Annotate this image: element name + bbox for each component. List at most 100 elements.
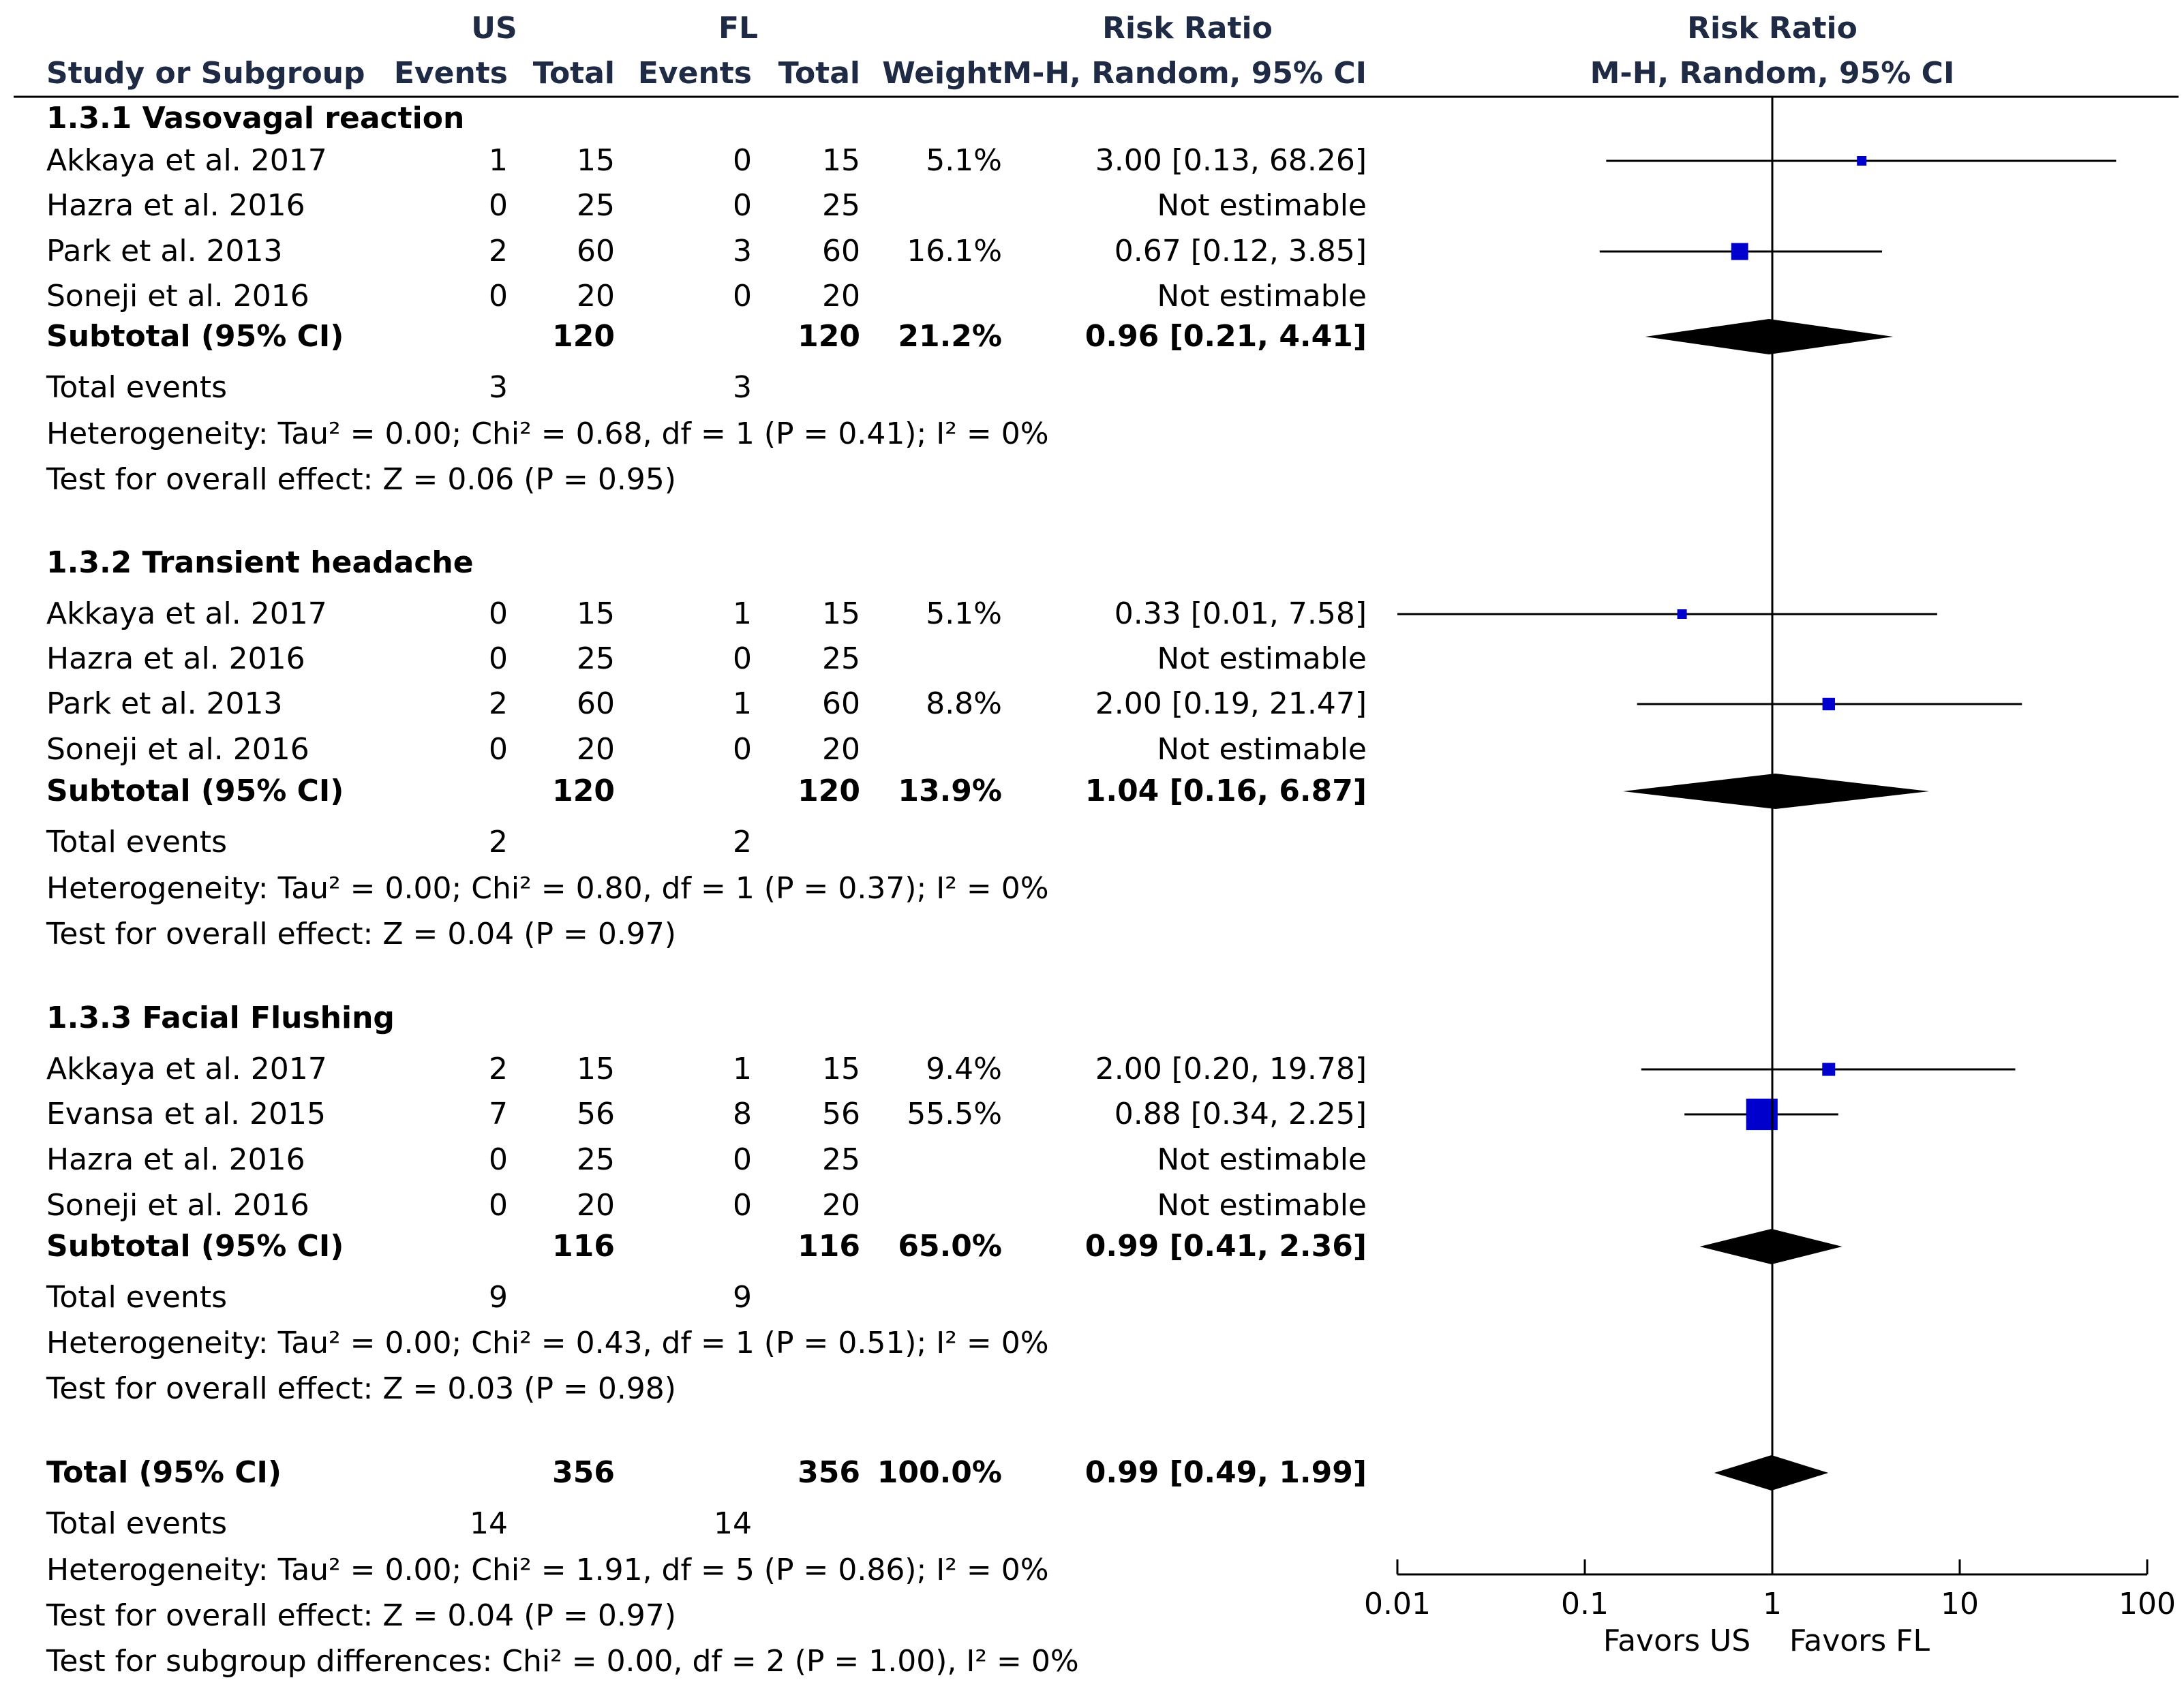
subtotal-row: Subtotal (95% CI) 116 116 65.0% 0.99 [0.41, … xyxy=(46,1229,1367,1264)
rr-method-header: M-H, Random, 95% CI xyxy=(1002,56,1367,91)
x-tick-label: 10 xyxy=(1941,1587,1979,1621)
total-events-group2: 3 xyxy=(733,370,752,405)
study-ci: Not estimable xyxy=(1157,641,1367,676)
group1-events: 0 xyxy=(489,1188,508,1223)
group2-events: 0 xyxy=(733,188,752,223)
group2-events-header: Events xyxy=(638,56,752,91)
heterogeneity-text: Heterogeneity: Tau² = 0.00; Chi² = 0.43,… xyxy=(46,1326,1049,1360)
total-events-label: Total events xyxy=(46,1506,227,1541)
study-name: Akkaya et al. 2017 xyxy=(46,1052,327,1086)
subtotal-group2-total: 120 xyxy=(798,774,860,808)
subtotal-diamond xyxy=(1623,774,1930,809)
study-ci: Not estimable xyxy=(1157,1188,1367,1223)
total-events-group1: 2 xyxy=(489,825,508,859)
subgroup-1: 1.3.1 Vasovagal reaction Akkaya et al. 20… xyxy=(46,101,1367,497)
group1-total: 20 xyxy=(577,1188,615,1223)
group1-events: 0 xyxy=(489,188,508,223)
table-row: Hazra et al. 2016 0 25 0 25 Not estimable xyxy=(46,641,1367,676)
group1-total: 15 xyxy=(577,143,615,178)
study-ci: Not estimable xyxy=(1157,1142,1367,1177)
total-events-group2: 14 xyxy=(714,1506,752,1541)
weight-header: Weight xyxy=(882,56,1002,91)
study-weight: 9.4% xyxy=(926,1052,1002,1086)
study-name: Soneji et al. 2016 xyxy=(46,732,309,767)
subtotal-diamond xyxy=(1645,319,1894,354)
subtotal-row: Subtotal (95% CI) 120 120 21.2% 0.96 [0.21, … xyxy=(46,319,1367,354)
subtotal-ci: 1.04 [0.16, 6.87] xyxy=(1085,774,1367,808)
total-group2: 356 xyxy=(798,1455,860,1490)
table-row: Akkaya et al. 2017 1 15 0 15 5.1% 3.00 [0.13, … xyxy=(46,143,1367,178)
group2-total: 20 xyxy=(822,732,860,767)
study-weight: 5.1% xyxy=(926,143,1002,178)
total-events-group1: 9 xyxy=(489,1280,508,1315)
study-name: Soneji et al. 2016 xyxy=(46,1188,309,1223)
subtotal-ci: 0.96 [0.21, 4.41] xyxy=(1085,319,1367,354)
group1-events: 2 xyxy=(489,234,508,269)
study-name: Hazra et al. 2016 xyxy=(46,1142,305,1177)
group2-events: 0 xyxy=(733,641,752,676)
group1-total: 56 xyxy=(577,1097,615,1131)
subgroup-title: 1.3.1 Vasovagal reaction xyxy=(46,101,464,136)
x-tick-label: 1 xyxy=(1763,1587,1782,1621)
subtotal-group2-total: 120 xyxy=(798,319,860,354)
table-row: Hazra et al. 2016 0 25 0 25 Not estimable xyxy=(46,188,1367,223)
subgroup-title: 1.3.2 Transient headache xyxy=(46,545,474,580)
group1-total: 20 xyxy=(577,279,615,314)
study-ci: 0.88 [0.34, 2.25] xyxy=(1114,1097,1367,1131)
total-events-group1: 14 xyxy=(470,1506,508,1541)
heterogeneity-text: Heterogeneity: Tau² = 0.00; Chi² = 0.68,… xyxy=(46,416,1049,451)
group2-total: 20 xyxy=(822,279,860,314)
heterogeneity-text: Heterogeneity: Tau² = 0.00; Chi² = 1.91,… xyxy=(46,1553,1049,1587)
subtotal-label: Subtotal (95% CI) xyxy=(46,319,344,354)
group2-total: 60 xyxy=(822,234,860,269)
group1-total: 25 xyxy=(577,641,615,676)
group2-total: 25 xyxy=(822,1142,860,1177)
group2-total: 15 xyxy=(822,143,860,178)
total-events-label: Total events xyxy=(46,1280,227,1315)
heterogeneity-text: Heterogeneity: Tau² = 0.00; Chi² = 0.80,… xyxy=(46,871,1049,906)
study-name: Hazra et al. 2016 xyxy=(46,641,305,676)
group1-events: 2 xyxy=(489,1052,508,1086)
favors-right-label: Favors FL xyxy=(1789,1623,1930,1658)
group2-events: 1 xyxy=(733,1052,752,1086)
study-weight: 55.5% xyxy=(907,1097,1002,1131)
group1-total: 60 xyxy=(577,234,615,269)
study-name: Akkaya et al. 2017 xyxy=(46,596,327,631)
group1-total: 15 xyxy=(577,596,615,631)
group1-events: 0 xyxy=(489,1142,508,1177)
x-tick-label: 100 xyxy=(2119,1587,2176,1621)
group1-events: 0 xyxy=(489,279,508,314)
subtotal-weight: 21.2% xyxy=(898,319,1002,354)
group1-events: 0 xyxy=(489,732,508,767)
overall-effect-text: Test for overall effect: Z = 0.04 (P = 0… xyxy=(46,1598,676,1633)
total-events-group1: 3 xyxy=(489,370,508,405)
table-row: Soneji et al. 2016 0 20 0 20 Not estimable xyxy=(46,732,1367,767)
total-weight: 100.0% xyxy=(877,1455,1002,1490)
study-name: Evansa et al. 2015 xyxy=(46,1097,326,1131)
rr-column-title: Risk Ratio xyxy=(1102,11,1273,46)
total-group1: 356 xyxy=(552,1455,615,1490)
subgroup-differences-text: Test for subgroup differences: Chi² = 0.… xyxy=(46,1644,1079,1679)
table-rows: 1.3.1 Vasovagal reaction Akkaya et al. 20… xyxy=(46,101,1367,1679)
study-ci: 2.00 [0.20, 19.78] xyxy=(1095,1052,1367,1086)
total-diamond xyxy=(1714,1455,1829,1491)
x-tick-label: 0.1 xyxy=(1561,1587,1609,1621)
overall-effect-text: Test for overall effect: Z = 0.04 (P = 0… xyxy=(46,917,676,951)
study-ci: Not estimable xyxy=(1157,732,1367,767)
table-row: Akkaya et al. 2017 0 15 1 15 5.1% 0.33 [0.01, … xyxy=(46,596,1367,631)
total-label: Total (95% CI) xyxy=(46,1455,282,1490)
study-ci: Not estimable xyxy=(1157,188,1367,223)
study-ci: 2.00 [0.19, 21.47] xyxy=(1095,686,1367,721)
study-column-header: Study or Subgroup xyxy=(46,56,365,91)
total-events-row: Total events 3 3 xyxy=(46,370,752,405)
study-ci: 0.33 [0.01, 7.58] xyxy=(1114,596,1367,631)
table-row: Evansa et al. 2015 7 56 8 56 55.5% 0.88 [0.34,… xyxy=(46,1097,1367,1131)
table-row: Soneji et al. 2016 0 20 0 20 Not estimable xyxy=(46,279,1367,314)
group1-events: 2 xyxy=(489,686,508,721)
effect-square xyxy=(1822,697,1835,711)
study-weight: 8.8% xyxy=(926,686,1002,721)
subtotal-group1-total: 116 xyxy=(552,1229,615,1264)
study-ci: Not estimable xyxy=(1157,279,1367,314)
subtotal-row: Subtotal (95% CI) 120 120 13.9% 1.04 [0.16, … xyxy=(46,774,1367,808)
